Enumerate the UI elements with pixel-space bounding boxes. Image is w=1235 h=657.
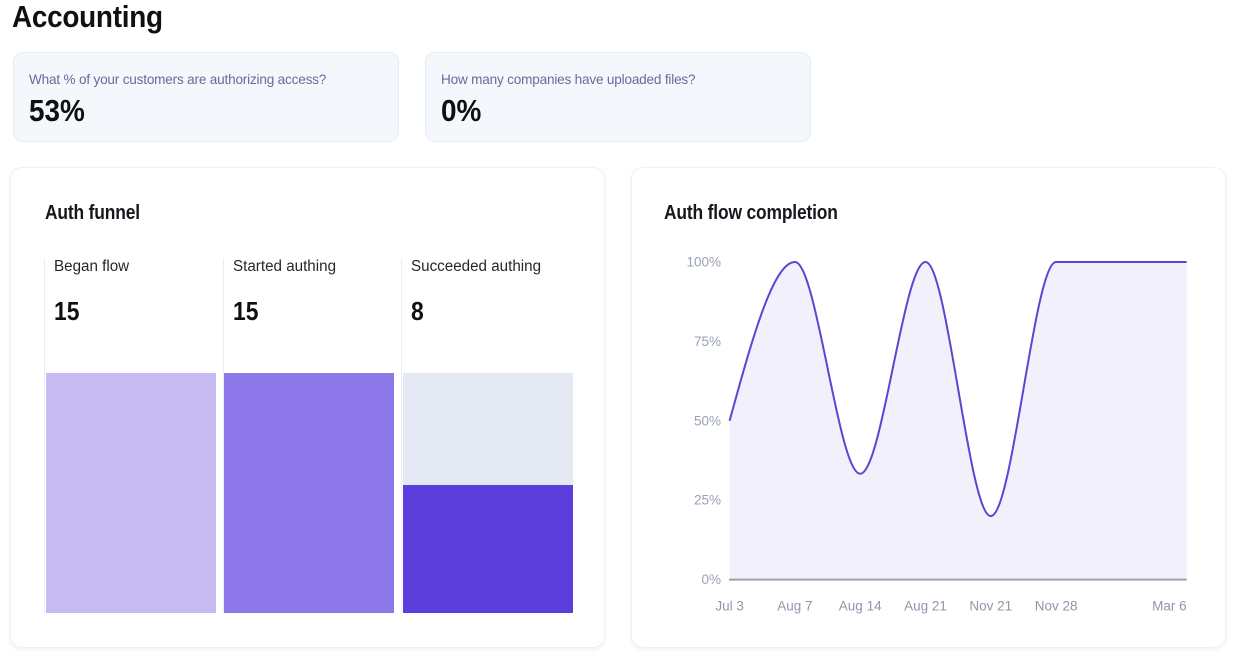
svg-text:Aug 21: Aug 21 bbox=[904, 599, 947, 614]
svg-text:Jul 3: Jul 3 bbox=[715, 599, 744, 614]
svg-text:100%: 100% bbox=[686, 255, 721, 270]
svg-text:Aug 14: Aug 14 bbox=[839, 599, 882, 614]
svg-text:Aug 7: Aug 7 bbox=[777, 599, 812, 614]
svg-text:75%: 75% bbox=[694, 334, 721, 349]
svg-text:25%: 25% bbox=[694, 493, 721, 508]
svg-text:50%: 50% bbox=[694, 413, 721, 428]
svg-text:0%: 0% bbox=[701, 572, 721, 587]
svg-text:Mar 6: Mar 6 bbox=[1152, 599, 1187, 614]
svg-text:Nov 28: Nov 28 bbox=[1035, 599, 1078, 614]
svg-text:Nov 21: Nov 21 bbox=[969, 599, 1012, 614]
